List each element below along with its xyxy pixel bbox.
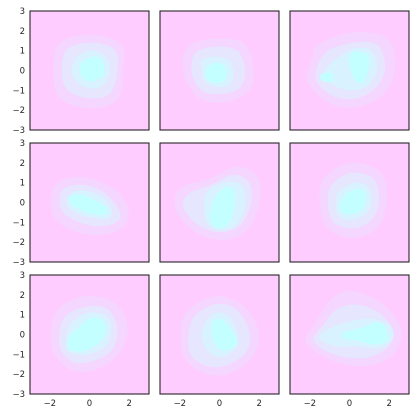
panel-row1-col2 [159, 10, 280, 131]
y-tick-label: −1 [12, 86, 25, 96]
axes-frame [159, 274, 280, 395]
density-contour-level-5 [319, 72, 334, 83]
panel-row3-col3: −2 0 2 [289, 274, 410, 409]
density-contour-level-4 [66, 317, 106, 352]
y-tick-label: 0 [20, 67, 25, 77]
x-tick-label: −2 [174, 399, 187, 409]
density-contour-level-4 [205, 62, 227, 84]
x-tick-label: 0 [347, 399, 352, 409]
y-tick-label: −2 [12, 238, 25, 248]
x-tick-label: 2 [126, 399, 131, 409]
axes-frame [289, 274, 410, 395]
y-tick-label: 0 [20, 199, 25, 209]
x-tick-label: 2 [386, 399, 391, 409]
y-tick-label: 3 [20, 139, 25, 149]
y-tick-label: 2 [20, 27, 25, 37]
panel-row3-col1: 3 2 1 0 −1 −2 −3 −2 0 2 [12, 271, 150, 409]
y-tick-label: 1 [20, 311, 25, 321]
axes-frame [159, 10, 280, 131]
density-contour-level-4 [339, 188, 367, 215]
y-tick-label: 3 [20, 271, 25, 281]
y-tick-label: −2 [12, 370, 25, 380]
density-contour-level-4 [341, 322, 389, 345]
y-tick-label: −3 [12, 258, 25, 268]
axes-frame [159, 142, 280, 263]
density-contour-level-4 [79, 56, 105, 82]
panel-row3-col2: −2 0 2 [159, 274, 280, 409]
y-tick-label: −1 [12, 218, 25, 228]
panel-row1-col1: 3 2 1 0 −1 −2 −3 [12, 7, 150, 136]
density-contour-level-4 [211, 318, 238, 351]
panel-row1-col3 [289, 10, 410, 131]
x-tick-label: 0 [87, 399, 92, 409]
axes-frame [29, 274, 150, 395]
y-tick-label: 1 [20, 47, 25, 57]
axes-frame [289, 142, 410, 263]
panel-row2-col3 [289, 142, 410, 263]
panel-row2-col1: 3 2 1 0 −1 −2 −3 [12, 139, 150, 268]
y-tick-label: −1 [12, 350, 25, 360]
density-contour-level-4 [68, 194, 109, 216]
y-tick-label: −3 [12, 390, 25, 400]
x-tick-label: 2 [256, 399, 261, 409]
axes-frame [29, 10, 150, 131]
y-tick-label: 2 [20, 291, 25, 301]
y-tick-label: −2 [12, 106, 25, 116]
y-tick-label: 3 [20, 7, 25, 17]
x-tick-label: −2 [304, 399, 317, 409]
axes-frame [29, 142, 150, 263]
x-tick-label: −2 [44, 399, 57, 409]
axes-frame [289, 10, 410, 131]
x-tick-label: 0 [217, 399, 222, 409]
y-tick-label: 1 [20, 179, 25, 189]
panel-row2-col2 [159, 142, 280, 263]
y-tick-label: −3 [12, 126, 25, 136]
y-tick-label: 0 [20, 331, 25, 341]
density-contour-level-4 [349, 51, 370, 84]
density-contour-level-4 [209, 187, 236, 229]
y-tick-label: 2 [20, 159, 25, 169]
